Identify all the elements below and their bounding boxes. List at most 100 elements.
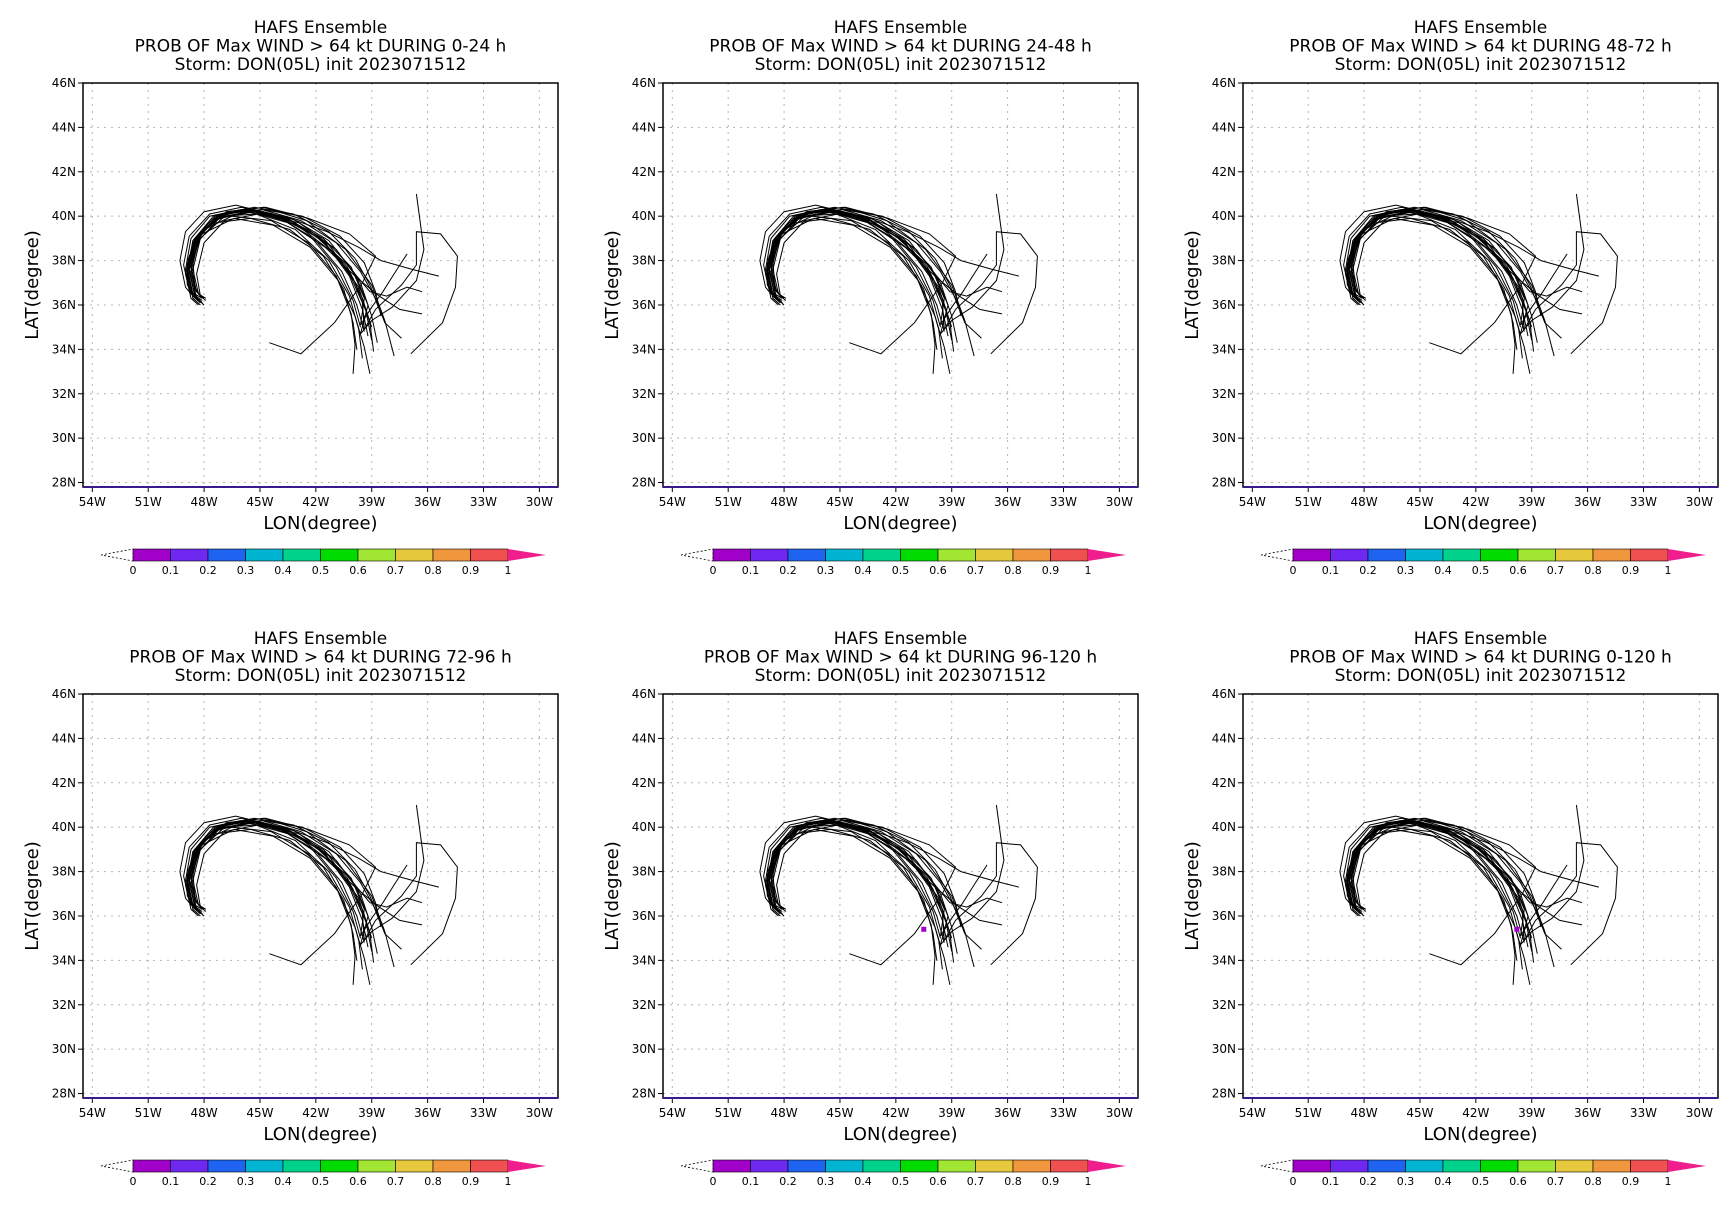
x-tick-label: 54W [659, 1106, 686, 1120]
track-line [186, 208, 408, 326]
x-tick-label: 36W [414, 1106, 441, 1120]
chart-title: HAFS Ensemble [1414, 18, 1547, 38]
track-line [768, 208, 1019, 304]
track-line [768, 819, 1019, 915]
colorbar-label: 0.7 [387, 1175, 405, 1188]
x-tick-label: 45W [826, 495, 853, 509]
track-line [1352, 817, 1555, 968]
plot-frame [662, 82, 1139, 488]
ensemble-tracks [759, 804, 1038, 985]
chart-subtitle: PROB OF Max WIND > 64 kt DURING 48-72 h [1289, 37, 1671, 57]
x-tick-label: 39W [938, 495, 965, 509]
colorbar-segment [245, 1159, 284, 1173]
x-tick-label: 33W [1050, 495, 1077, 509]
track-line [766, 819, 988, 937]
y-tick-label: 46N [52, 76, 76, 90]
colorbar-segment [975, 548, 1014, 562]
y-tick-label: 40N [632, 209, 656, 223]
y-tick-label: 44N [632, 731, 656, 745]
gridlines [83, 693, 558, 1098]
x-tick-label: 48W [191, 1106, 218, 1120]
track-line [1346, 819, 1568, 937]
y-tick-label: 30N [1212, 1042, 1236, 1056]
x-tick-label: 48W [1351, 495, 1378, 509]
x-axis-label: LON(degree) [843, 513, 957, 534]
track-line [766, 819, 949, 948]
chart-subtitle: PROB OF Max WIND > 64 kt DURING 24-48 h [709, 37, 1091, 57]
colorbar-label: 0.3 [817, 1175, 835, 1188]
colorbar-segment [1592, 548, 1631, 562]
x-tick-label: 45W [246, 1106, 273, 1120]
colorbar-segment [787, 1159, 826, 1173]
track-line [764, 819, 1003, 912]
colorbar-segment [787, 548, 826, 562]
plot-frame [1242, 82, 1719, 488]
track-line [184, 208, 423, 301]
y-tick-label: 44N [1212, 120, 1236, 134]
colorbar-over-arrow [1668, 1160, 1706, 1172]
track-line [186, 828, 358, 961]
x-tick-label: 42W [882, 1106, 909, 1120]
y-tick-label: 28N [52, 1087, 76, 1101]
y-tick-label: 46N [632, 687, 656, 701]
colorbar-label: 0.9 [1622, 1175, 1640, 1188]
colorbar-label: 0.3 [817, 564, 835, 577]
y-tick-label: 30N [632, 431, 656, 445]
x-tick-label: 33W [1630, 1106, 1657, 1120]
y-tick-label: 36N [52, 909, 76, 923]
colorbar-segment [432, 1159, 471, 1173]
colorbar-label: 0.2 [779, 564, 797, 577]
y-tick-label: 36N [632, 298, 656, 312]
track-line [186, 208, 369, 337]
track-line [766, 828, 951, 985]
chart-subtitle: PROB OF Max WIND > 64 kt DURING 0-120 h [1289, 648, 1671, 668]
colorbar-segment [395, 1159, 434, 1173]
x-tick-label: 39W [1518, 1106, 1545, 1120]
chart-title: HAFS Ensemble [834, 629, 967, 649]
colorbar-segment [862, 1159, 901, 1173]
track-line [770, 822, 953, 952]
colorbar-label: 0.3 [1397, 1175, 1415, 1188]
track-line [1346, 828, 1531, 985]
plot-frame [82, 82, 559, 488]
x-tick-label: 45W [1406, 1106, 1433, 1120]
track-line [1348, 208, 1599, 304]
track-line [186, 828, 371, 985]
y-tick-label: 40N [52, 820, 76, 834]
colorbar-label: 0.4 [854, 1175, 872, 1188]
track-line [179, 815, 361, 939]
colorbar-label: 0.1 [1322, 564, 1340, 577]
y-tick-label: 28N [632, 1087, 656, 1101]
x-tick-label: 30W [526, 495, 553, 509]
y-tick-label: 38N [1212, 865, 1236, 879]
x-tick-label: 36W [994, 495, 1021, 509]
colorbar-label: 0.2 [199, 1175, 217, 1188]
colorbar-segment [1012, 548, 1051, 562]
track-line [1350, 819, 1562, 950]
colorbar-label: 0.5 [1472, 564, 1490, 577]
y-tick-label: 34N [52, 953, 76, 967]
colorbar-segment [1630, 548, 1669, 562]
colorbar-label: 0.9 [462, 1175, 480, 1188]
colorbar-segment [1405, 548, 1444, 562]
x-axis-label: LON(degree) [843, 1124, 957, 1145]
colorbar-label: 1 [505, 564, 512, 577]
track-line [186, 826, 356, 985]
track-line [179, 204, 361, 328]
x-tick-label: 54W [1239, 495, 1266, 509]
y-axis-label: LAT(degree) [1182, 230, 1203, 339]
y-tick-label: 34N [52, 342, 76, 356]
colorbar-segment [712, 548, 751, 562]
ensemble-tracks [1339, 193, 1618, 374]
track-line [772, 817, 975, 968]
track-line [1344, 208, 1583, 301]
colorbar-label: 0.8 [1584, 1175, 1602, 1188]
colorbar-segment [1330, 1159, 1369, 1173]
x-tick-label: 30W [1686, 1106, 1713, 1120]
colorbar-segment [132, 548, 171, 562]
track-line [1350, 822, 1533, 952]
x-tick-label: 51W [1295, 495, 1322, 509]
colorbar-under-arrow [680, 548, 714, 562]
